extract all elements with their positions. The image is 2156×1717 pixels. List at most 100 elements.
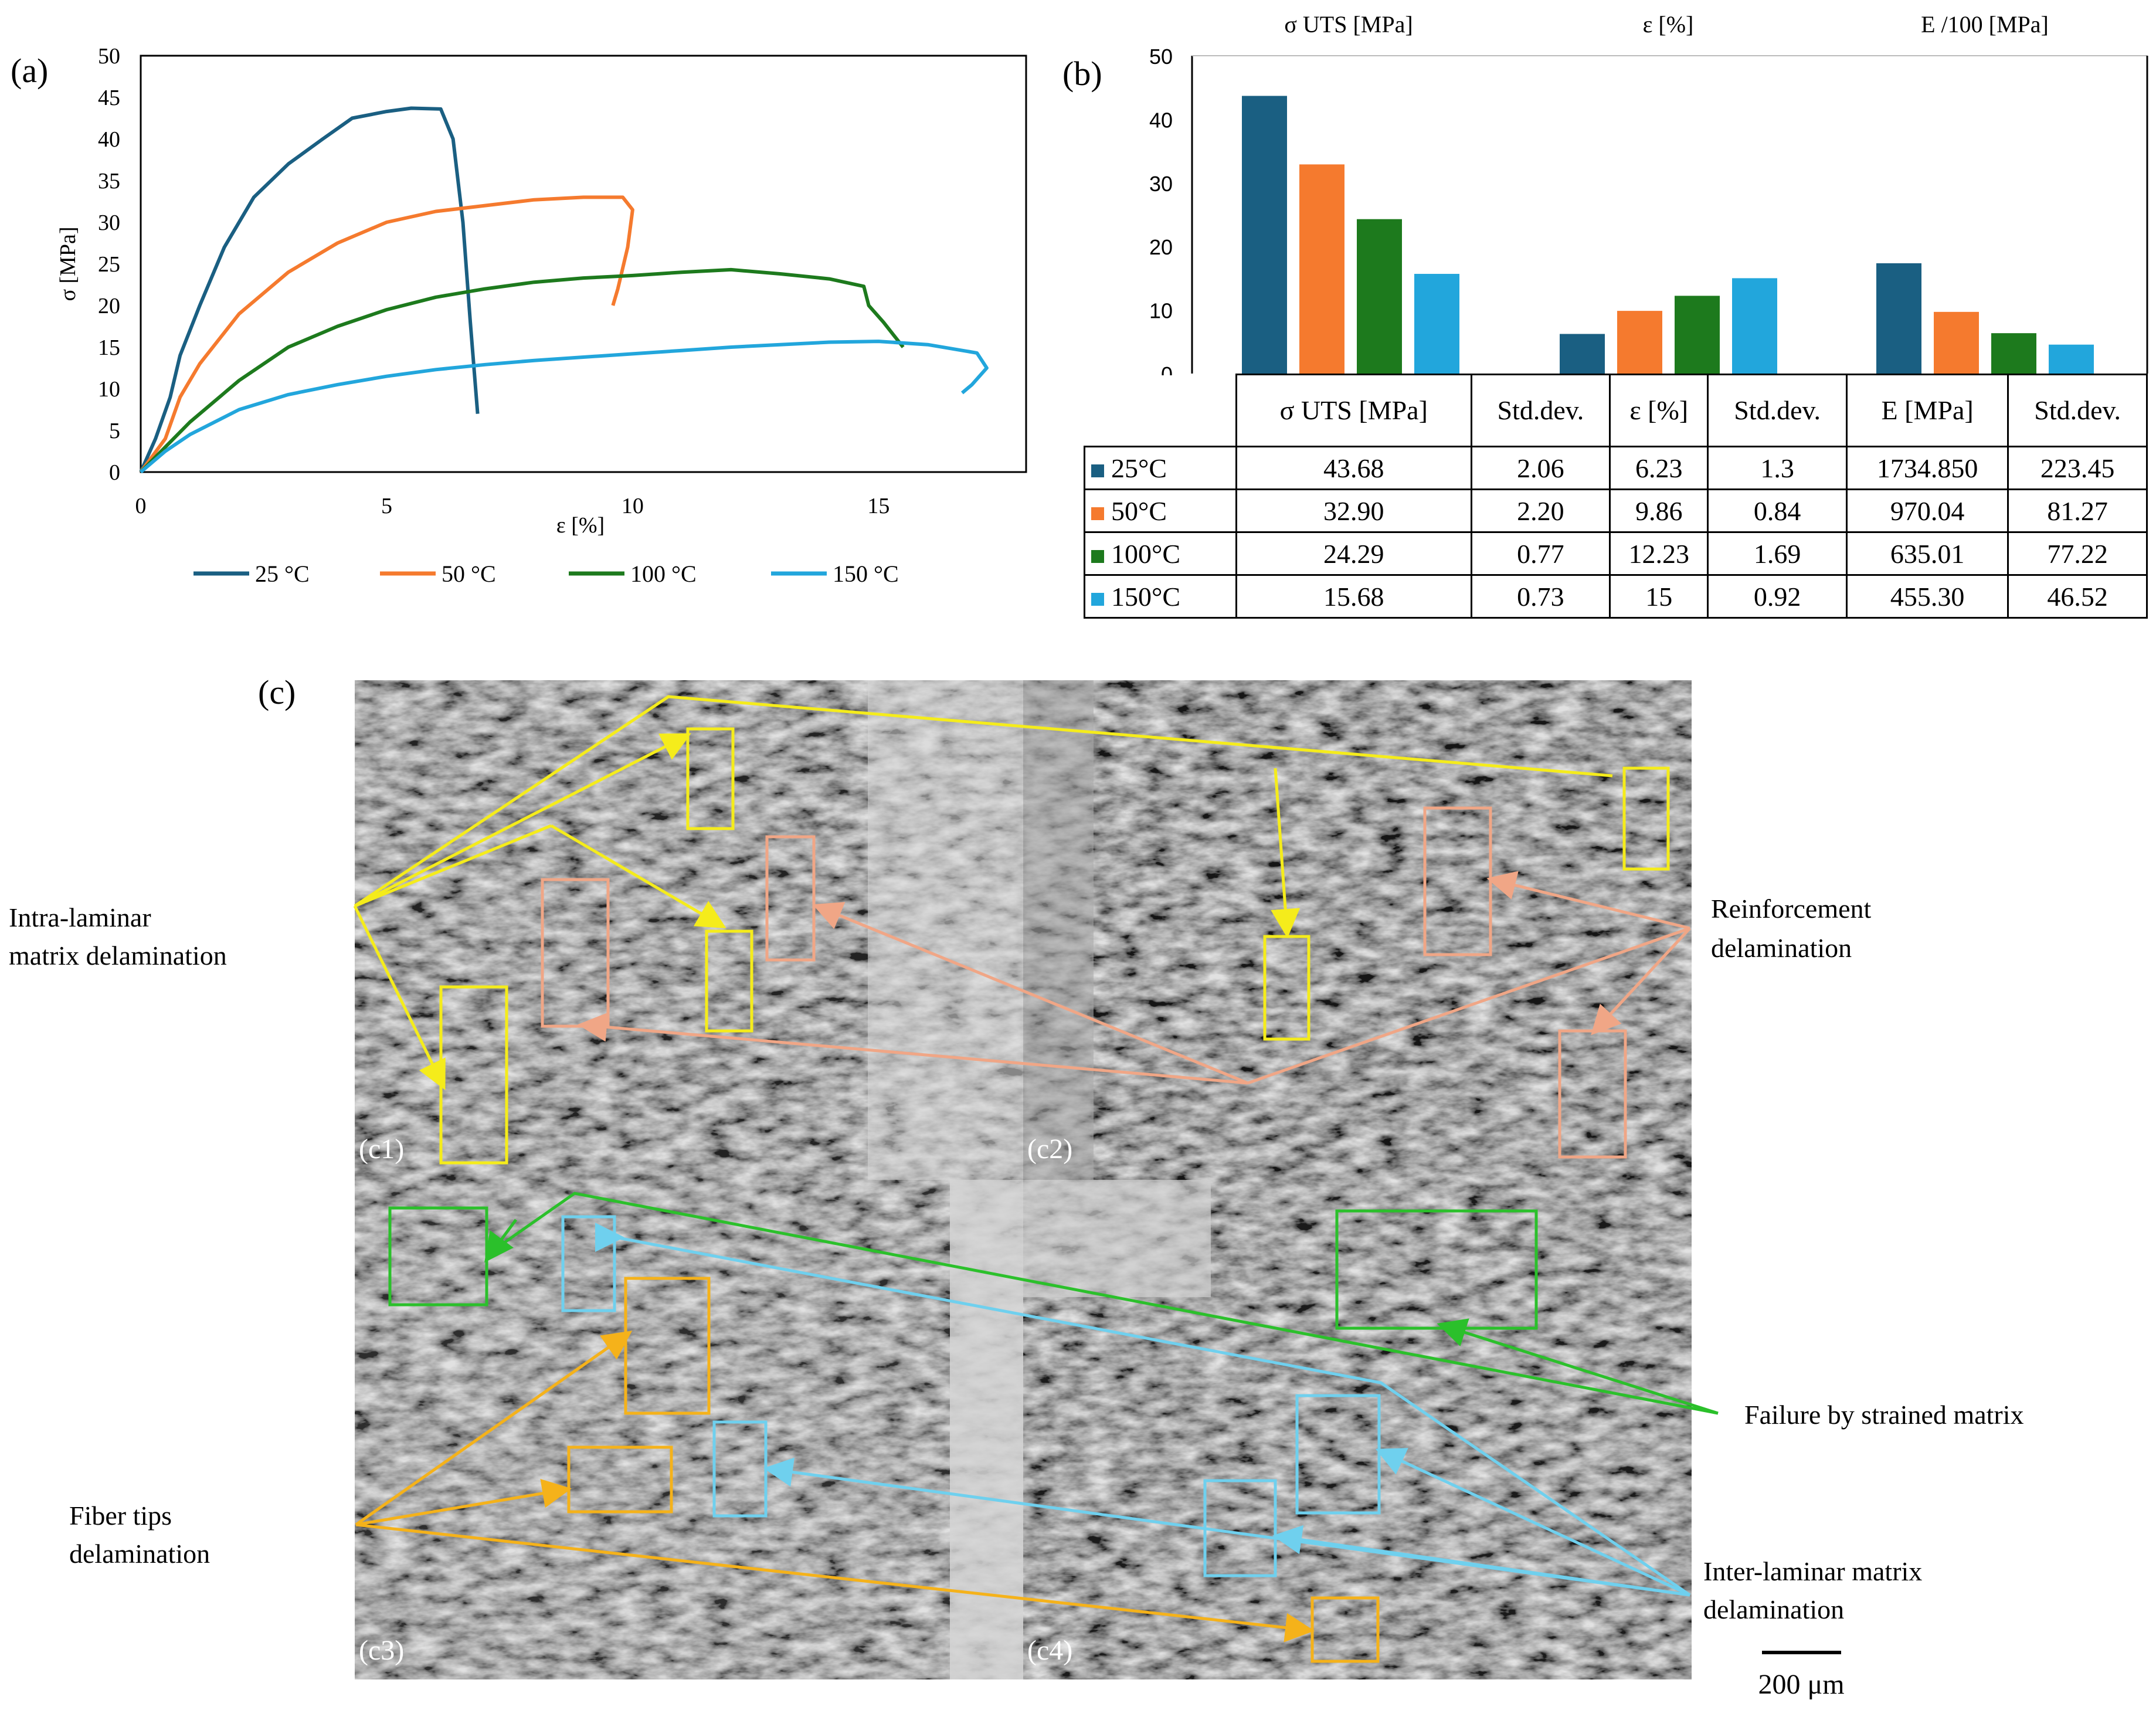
table-header: Std.dev. — [1470, 374, 1611, 447]
table-cell: 46.52 — [2007, 574, 2148, 619]
table-cell: 12.23 — [1609, 531, 1709, 576]
y-tick-label: 30 — [1149, 172, 1173, 196]
legend-swatch — [1091, 464, 1104, 477]
label-inter-laminar-line1: Inter-laminar matrix — [1703, 1556, 1922, 1586]
bar — [1675, 296, 1720, 374]
table-cell: 1734.850 — [1845, 446, 2009, 490]
inter-laminar-markers — [561, 1215, 1691, 1597]
properties-table: σ UTS [MPa] Std.dev. ε [%] Std.dev. E [M… — [1083, 374, 2148, 619]
x-axis-label-a: ε [%] — [556, 513, 605, 538]
bar — [1876, 263, 1921, 374]
table-cell: 81.27 — [2007, 488, 2148, 533]
y-tick-label: 15 — [98, 335, 120, 360]
bar — [1299, 164, 1344, 374]
x-tick-label: 15 — [867, 494, 889, 518]
row-label: 50°C — [1083, 488, 1238, 533]
label-intra-laminar-line1: Intra-laminar — [9, 902, 151, 932]
legend-swatch — [1091, 549, 1104, 563]
bar — [1934, 311, 1979, 374]
y-tick-label: 20 — [1149, 235, 1173, 259]
table-cell: 2.06 — [1470, 446, 1611, 490]
table-header: E [MPa] — [1845, 374, 2009, 447]
y-axis-label-a: σ [MPa] — [56, 226, 80, 301]
series-line — [140, 340, 989, 474]
row-label: 150°C — [1083, 574, 1238, 619]
table-row: 150°C 15.68 0.73 15 0.92 455.30 46.52 — [1083, 574, 2148, 619]
group-title-modulus: E /100 [MPa] — [1921, 11, 2049, 38]
strained-matrix-markers — [388, 1192, 1719, 1415]
y-tick-label: 0 — [1161, 362, 1173, 375]
y-tick-label: 45 — [98, 86, 120, 110]
legend-label: 150 °C — [833, 561, 899, 587]
bar — [1414, 274, 1459, 374]
label-reinforcement-line2: delamination — [1711, 933, 1852, 963]
series-line — [139, 106, 480, 473]
table-cell: 32.90 — [1235, 488, 1472, 533]
bar — [1560, 334, 1605, 374]
plot-area-a — [140, 55, 1027, 473]
y-tick-label: 40 — [98, 127, 120, 152]
table-row: 25°C 43.68 2.06 6.23 1.3 1734.850 223.45 — [1083, 446, 2148, 490]
table-cell: 15 — [1609, 574, 1709, 619]
properties-bar-chart: (b) σ UTS [MPa] ε [%] E /100 [MPa] 0 10 20… — [1062, 11, 2148, 375]
y-tick-label: 25 — [98, 252, 120, 277]
sem-image-c4 — [1023, 1180, 1692, 1679]
table-cell: 9.86 — [1609, 488, 1709, 533]
legend-a: 25 °C 50 °C 100 °C 150 °C — [193, 561, 899, 587]
panel-label-b: (b) — [1062, 55, 1102, 93]
bars-b — [1242, 96, 2094, 374]
label-fiber-tips-line2: delamination — [69, 1539, 210, 1569]
y-tick-label: 10 — [98, 377, 120, 402]
y-tick-label: 50 — [1149, 45, 1173, 69]
table-header: Std.dev. — [2007, 374, 2148, 447]
sub-label-c4: (c4) — [1027, 1635, 1072, 1666]
label-reinforcement-line1: Reinforcement — [1711, 894, 1872, 924]
bar — [1357, 219, 1402, 374]
scale-bar-label: 200 μm — [1758, 1669, 1844, 1700]
legend-swatch — [1091, 592, 1104, 606]
y-tick-label: 35 — [98, 169, 120, 194]
bar — [1991, 333, 2036, 374]
panel-label-c: (c) — [258, 673, 296, 711]
bar — [1617, 311, 1662, 374]
x-axis-a: 0 5 10 15 — [135, 494, 890, 518]
table-cell: 77.22 — [2007, 531, 2148, 576]
group-title-strain: ε [%] — [1643, 11, 1694, 38]
table-cell: 0.77 — [1470, 531, 1611, 576]
table-cell: 0.84 — [1707, 488, 1848, 533]
series-lines-a — [139, 106, 989, 474]
legend-swatch — [1091, 507, 1104, 520]
label-strained-matrix: Failure by strained matrix — [1744, 1400, 2024, 1430]
y-tick-label: 5 — [109, 419, 120, 443]
y-tick-label: 20 — [98, 294, 120, 318]
bar — [1732, 278, 1777, 374]
table-cell: 0.73 — [1470, 574, 1611, 619]
table-header: Std.dev. — [1707, 374, 1848, 447]
intra-laminar-markers — [353, 695, 1670, 1165]
table-header: ε [%] — [1609, 374, 1709, 447]
row-label: 25°C — [1083, 446, 1238, 490]
reinforcement-markers — [541, 806, 1691, 1159]
table-cell: 455.30 — [1845, 574, 2009, 619]
series-line — [139, 267, 905, 474]
sem-image-c3 — [355, 1180, 1023, 1679]
fiber-tips-markers — [355, 1277, 1380, 1663]
table-row: 100°C 24.29 0.77 12.23 1.69 635.01 77.22 — [1083, 531, 2148, 576]
sem-fractography-panel: (c) (c1) (c2) (c3) (c4) — [9, 673, 2024, 1700]
sub-label-c1: (c1) — [359, 1134, 404, 1165]
y-tick-label: 10 — [1149, 299, 1173, 323]
group-title-uts: σ UTS [MPa] — [1284, 11, 1413, 38]
y-tick-label: 0 — [109, 460, 120, 485]
row-label: 100°C — [1083, 531, 1238, 576]
table-cell: 15.68 — [1235, 574, 1472, 619]
panel-label-a: (a) — [11, 52, 48, 90]
legend-label: 50 °C — [442, 561, 496, 587]
sub-label-c2: (c2) — [1027, 1134, 1072, 1165]
y-tick-label: 40 — [1149, 108, 1173, 132]
table-cell: 0.92 — [1707, 574, 1848, 619]
bar — [1242, 96, 1287, 374]
table-cell: 1.3 — [1707, 446, 1848, 490]
bar — [2049, 344, 2094, 374]
table-corner — [1084, 374, 1238, 447]
